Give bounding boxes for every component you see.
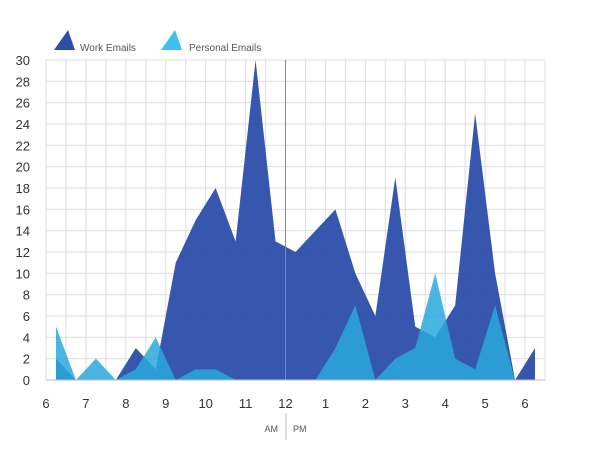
y-tick-label: 4 xyxy=(23,330,30,345)
x-tick-label: 7 xyxy=(82,396,89,411)
x-tick-label: 1 xyxy=(322,396,329,411)
y-tick-label: 12 xyxy=(16,245,30,260)
y-tick-label: 8 xyxy=(23,288,30,303)
x-tick-label: 10 xyxy=(198,396,212,411)
x-tick-label: 12 xyxy=(278,396,292,411)
x-tick-label: 3 xyxy=(402,396,409,411)
y-tick-label: 28 xyxy=(16,74,30,89)
x-tick-label: 6 xyxy=(42,396,49,411)
x-tick-label: 6 xyxy=(521,396,528,411)
y-tick-label: 22 xyxy=(16,138,30,153)
area-work-emails[interactable] xyxy=(55,60,536,380)
y-tick-label: 14 xyxy=(16,224,30,239)
x-tick-label: 2 xyxy=(362,396,369,411)
y-tick-label: 16 xyxy=(16,202,30,217)
legend-item-personal[interactable]: Personal Emails xyxy=(161,30,261,54)
legend-item-work[interactable]: Work Emails xyxy=(54,30,136,54)
y-tick-label: 18 xyxy=(16,181,30,196)
x-tick-label: 5 xyxy=(482,396,489,411)
x-tick-label: 9 xyxy=(162,396,169,411)
y-tick-label: 24 xyxy=(16,117,30,132)
x-tick-label: 4 xyxy=(442,396,449,411)
x-tick-label: 11 xyxy=(239,396,253,411)
y-tick-label: 6 xyxy=(23,309,30,324)
y-tick-label: 0 xyxy=(23,373,30,388)
legend-swatch-work xyxy=(54,30,75,50)
y-tick-label: 30 xyxy=(16,53,30,68)
am-label: AM xyxy=(265,424,279,434)
legend-label-work: Work Emails xyxy=(80,43,136,54)
x-tick-label: 8 xyxy=(122,396,129,411)
legend-label-personal: Personal Emails xyxy=(189,43,261,54)
y-tick-label: 2 xyxy=(23,352,30,367)
y-tick-label: 10 xyxy=(16,266,30,281)
y-tick-label: 26 xyxy=(16,96,30,111)
legend-swatch-personal xyxy=(161,30,182,50)
y-tick-label: 20 xyxy=(16,160,30,175)
area-personal-emails[interactable] xyxy=(55,273,536,380)
pm-label: PM xyxy=(293,424,307,434)
meridiem-labels: AM PM xyxy=(265,413,307,440)
series-areas xyxy=(55,60,536,380)
legend: Work Emails Personal Emails xyxy=(54,30,261,54)
